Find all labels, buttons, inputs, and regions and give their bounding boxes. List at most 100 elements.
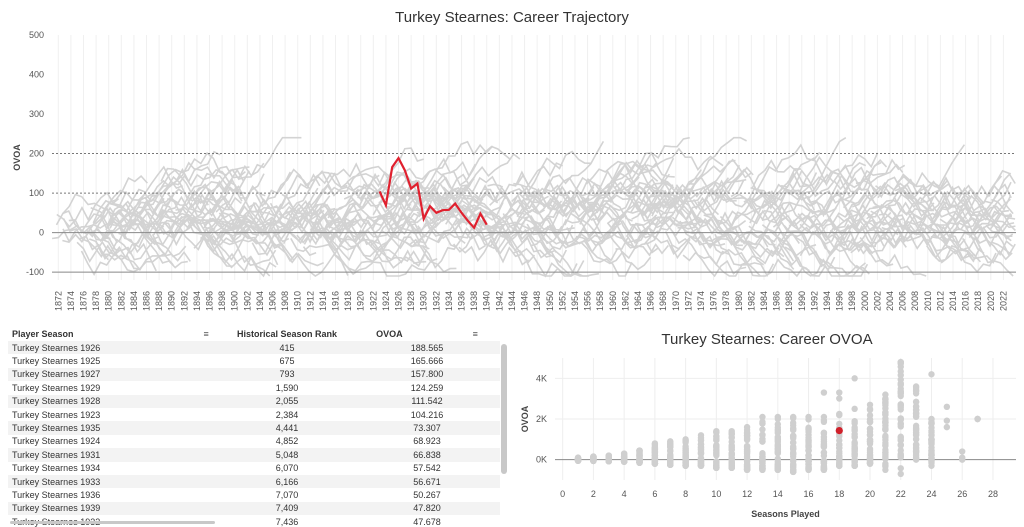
sort-icon[interactable]: ≡ [472,329,478,339]
y-tick-label: 4K [536,373,547,383]
background-series-line [453,202,474,226]
x-tick-label: 1946 [520,291,530,311]
player-points-group [574,358,981,478]
table-row[interactable]: Turkey Stearnes 1931 5,048 66.838 [8,448,500,462]
turkey-stearnes-line[interactable] [378,155,488,230]
x-tick-label: 26 [957,489,967,499]
player-point [774,466,782,474]
y-axis-title: OVOA [12,144,22,171]
cell-season-rank: 2,055 [275,396,299,407]
background-series-line [452,234,474,253]
table-horizontal-scrollbar[interactable] [10,521,215,524]
table-row[interactable]: Turkey Stearnes 1936 7,070 50.267 [8,488,500,501]
table-row[interactable]: Turkey Stearnes 1926 415 188.565 [8,341,500,355]
table-row[interactable]: Turkey Stearnes 1925 675 165.666 [8,354,500,367]
x-tick-label: 2012 [935,291,945,311]
background-series-line [530,218,652,277]
background-series-line [55,193,165,233]
x-tick-label: 2004 [885,291,895,311]
table-row[interactable]: Turkey Stearnes 1924 4,852 68.923 [8,435,500,448]
player-point [866,454,874,462]
background-series-line [711,209,795,234]
background-series-line [134,188,256,228]
x-tick-label: 1952 [557,291,567,311]
x-tick-label: 1890 [167,291,177,311]
x-tick-label: 24 [926,489,936,499]
background-series-line [962,236,1014,277]
player-point [682,457,689,465]
x-tick-label: 1998 [847,291,857,311]
background-series-line [575,230,634,265]
table-row[interactable]: Turkey Stearnes 1933 6,166 56.671 [8,474,500,489]
header-season-rank[interactable]: Historical Season Rank [236,329,338,339]
player-point [836,395,843,402]
background-series-line [240,195,331,232]
background-series-line [186,168,245,231]
background-series-line [761,203,788,221]
background-series-line [94,189,128,225]
x-tick-label: 18 [834,489,844,499]
background-series-line [930,225,976,260]
cell-player-season: Turkey Stearnes 1933 [12,476,101,487]
header-ovoa[interactable]: OVOA ≡ [376,329,478,339]
x-tick-label: 2010 [923,291,933,311]
y-tick-label: 500 [29,30,44,40]
player-point [959,448,966,455]
trajectory-chart[interactable]: -100 0 100 200 300 400 500 OVOA 1872 1874 1876 1878… [0,30,1024,325]
table-row[interactable]: Turkey Stearnes 1939 7,409 47.820 [8,501,500,516]
cell-season-rank: 6,166 [275,476,299,487]
background-series-line [690,227,761,277]
table-row[interactable]: Turkey Stearnes 1923 2,384 104.216 [8,408,500,421]
background-series-line [160,175,231,202]
x-tick-label: 1932 [431,291,441,311]
x-axis-title: Seasons Played [751,509,820,519]
background-series-line [144,220,234,267]
background-series-line [516,195,549,218]
background-series-line [370,192,466,247]
table-row[interactable]: Turkey Stearnes 1927 793 157.800 [8,367,500,382]
turkey-stearnes-point[interactable] [835,426,843,435]
player-point [974,415,981,423]
player-point [897,363,904,370]
player-point [728,430,735,438]
player-point [789,461,797,468]
table-row[interactable]: Turkey Stearnes 1935 4,441 73.307 [8,421,500,435]
cell-season-rank: 675 [279,356,295,367]
player-point [713,460,720,467]
x-tick-label: 1920 [356,291,366,311]
player-point [759,437,766,445]
background-series-line [799,188,883,219]
cell-player-season: Turkey Stearnes 1936 [12,489,101,500]
x-tick-label: 1906 [268,291,278,311]
table-row[interactable]: Turkey Stearnes 1928 2,055 111.542 [8,394,500,408]
header-player-season[interactable]: Player Season ≡ [12,329,209,339]
background-series-line [897,175,1012,229]
player-point [851,462,858,469]
x-tick-label: 1878 [91,291,101,311]
table-scrollbar[interactable] [501,344,507,474]
player-point [805,447,812,454]
x-tick-label: 1924 [381,291,391,311]
background-series-line [693,187,816,228]
player-point [728,438,735,446]
player-point [820,389,828,396]
background-series-line [751,159,867,198]
player-point [959,454,966,461]
x-tick-label: 1912 [305,291,315,311]
background-series-line [930,196,970,224]
x-tick-label: 1916 [331,291,341,311]
background-series-line [588,169,640,197]
player-point [759,431,766,438]
background-series-line [305,162,414,206]
player-point [759,413,766,421]
player-point [928,458,935,465]
table-row[interactable]: Turkey Stearnes 1934 6,070 57.542 [8,462,500,475]
background-series-line [51,211,166,242]
background-series-line [780,170,852,198]
x-tick-label: 1892 [179,291,189,311]
background-series-line [518,215,557,253]
table-row[interactable]: Turkey Stearnes 1929 1,590 124.259 [8,381,500,394]
sort-icon[interactable]: ≡ [203,329,209,339]
cell-ovoa: 165.666 [410,356,444,367]
